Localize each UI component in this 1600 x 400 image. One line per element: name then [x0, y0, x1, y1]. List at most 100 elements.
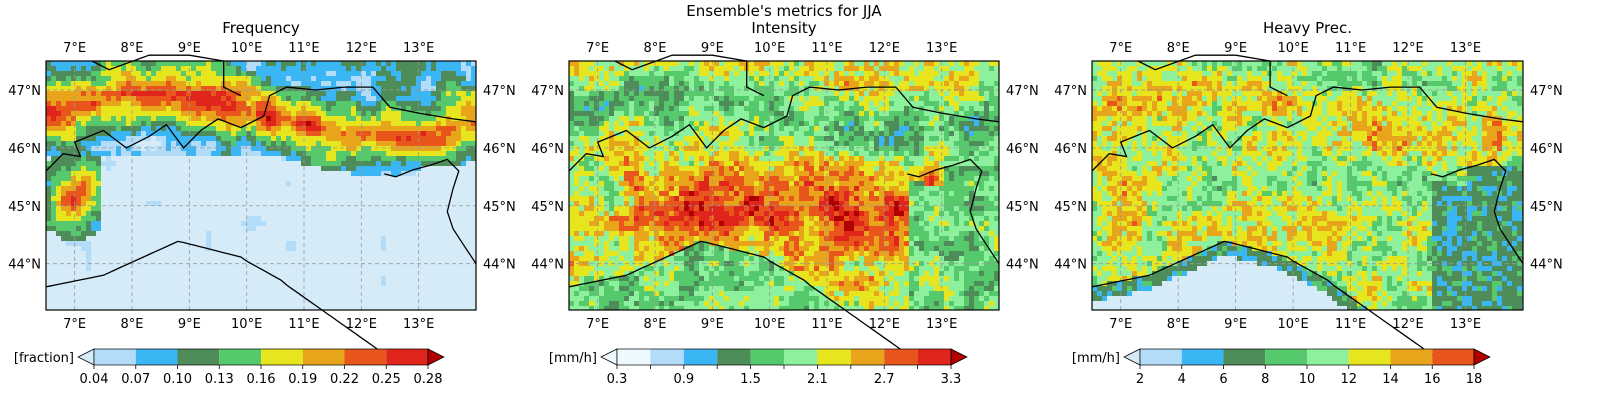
map-cell — [116, 281, 121, 286]
map-cell — [141, 61, 146, 66]
map-cell — [276, 151, 281, 156]
map-cell — [769, 61, 774, 66]
map-cell — [356, 66, 361, 71]
map-cell — [351, 121, 356, 126]
map-cell — [136, 236, 141, 241]
map-cell — [441, 101, 446, 106]
map-cell — [356, 251, 361, 256]
map-cell — [146, 256, 151, 261]
map-cell — [221, 116, 226, 121]
map-cell — [381, 171, 386, 176]
map-cell — [201, 66, 206, 71]
map-cell — [406, 256, 411, 261]
map-cell — [451, 256, 456, 261]
map-cell — [919, 76, 924, 81]
map-cell — [251, 216, 256, 221]
map-cell — [86, 186, 91, 191]
map-cell — [261, 131, 266, 136]
map-cell — [321, 86, 326, 91]
map-cell — [261, 266, 266, 271]
map-cell — [181, 296, 186, 301]
map-cell — [51, 166, 56, 171]
map-cell — [436, 216, 441, 221]
map-cell — [366, 161, 371, 166]
map-cell — [579, 71, 584, 76]
map-cell — [46, 241, 51, 246]
map-cell — [431, 156, 436, 161]
map-cell — [186, 221, 191, 226]
map-cell — [176, 276, 181, 281]
map-cell — [311, 256, 316, 261]
map-cell — [136, 291, 141, 296]
map-cell — [799, 86, 804, 91]
map-cell — [236, 81, 241, 86]
map-cell — [331, 206, 336, 211]
map-cell — [126, 296, 131, 301]
map-cell — [121, 106, 126, 111]
map-cell — [176, 241, 181, 246]
map-cell — [141, 131, 146, 136]
map-cell — [296, 136, 301, 141]
map-cell — [81, 176, 86, 181]
map-cell — [181, 201, 186, 206]
map-cell — [71, 176, 76, 181]
map-cell — [779, 86, 784, 91]
map-cell — [241, 71, 246, 76]
map-cell — [839, 66, 844, 71]
map-cell — [286, 76, 291, 81]
map-cell — [76, 66, 81, 71]
map-cell — [456, 86, 461, 91]
map-cell — [191, 216, 196, 221]
colorbar-tick-label: 0.25 — [372, 372, 401, 387]
map-cell — [614, 86, 619, 91]
map-cell — [884, 66, 889, 71]
map-cell — [391, 261, 396, 266]
map-cell — [884, 71, 889, 76]
map-cell — [361, 61, 366, 66]
map-cell — [101, 91, 106, 96]
map-cell — [456, 226, 461, 231]
map-cell — [296, 296, 301, 301]
map-cell — [401, 86, 406, 91]
map-cell — [689, 86, 694, 91]
map-cell — [246, 261, 251, 266]
map-cell — [451, 281, 456, 286]
map-cell — [136, 81, 141, 86]
map-cell — [296, 191, 301, 196]
map-cell — [46, 201, 51, 206]
map-cell — [241, 116, 246, 121]
map-cell — [76, 226, 81, 231]
map-cell — [451, 196, 456, 201]
map-cell — [466, 131, 471, 136]
map-cell — [311, 71, 316, 76]
map-cell — [136, 216, 141, 221]
map-cell — [271, 151, 276, 156]
map-cell — [231, 131, 236, 136]
map-cell — [794, 66, 799, 71]
map-cell — [156, 291, 161, 296]
map-cell — [166, 266, 171, 271]
map-cell — [291, 216, 296, 221]
map-cell — [471, 301, 476, 306]
map-cell — [431, 271, 436, 276]
map-cell — [421, 256, 426, 261]
map-cell — [346, 136, 351, 141]
map-cell — [649, 71, 654, 76]
map-cell — [241, 186, 246, 191]
map-cell — [111, 196, 116, 201]
map-cell — [76, 76, 81, 81]
map-cell — [461, 251, 466, 256]
map-cell — [994, 61, 999, 66]
map-cell — [366, 296, 371, 301]
map-cell — [256, 286, 261, 291]
map-cell — [86, 216, 91, 221]
map-cell — [694, 91, 699, 96]
map-cell — [456, 216, 461, 221]
map-cell — [181, 151, 186, 156]
map-cell — [181, 211, 186, 216]
map-cell — [271, 246, 276, 251]
map-cell — [106, 291, 111, 296]
map-cell — [381, 61, 386, 66]
map-cell — [126, 291, 131, 296]
map-cell — [336, 156, 341, 161]
